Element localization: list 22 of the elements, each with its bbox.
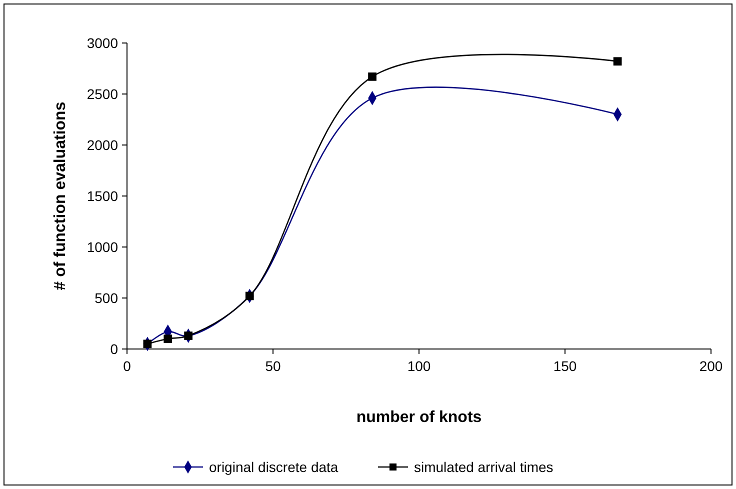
- y-tick-label: 500: [94, 290, 118, 306]
- point: [184, 332, 193, 340]
- x-tick-label: 200: [699, 358, 723, 374]
- y-tick-label: 2000: [86, 136, 118, 153]
- point: [368, 72, 376, 81]
- point: [143, 340, 152, 348]
- y-axis-title: # of function evaluations: [52, 102, 69, 290]
- point: [245, 292, 254, 300]
- x-tick-label: 0: [123, 358, 132, 374]
- legend-label: simulated arrival times: [414, 458, 554, 475]
- y-tick-label: 0: [110, 340, 118, 357]
- y-tick-label: 1500: [86, 188, 118, 204]
- legend-label: original discrete data: [209, 458, 338, 475]
- x-axis-title: number of knots: [356, 409, 482, 426]
- point: [164, 334, 172, 343]
- x-tick-label: 50: [265, 358, 281, 374]
- y-tick-label: 3000: [86, 34, 118, 51]
- x-tick-label: 100: [407, 358, 431, 374]
- point: [613, 57, 622, 66]
- x-tick-label: 150: [553, 358, 577, 374]
- y-tick-label: 1000: [86, 238, 118, 255]
- y-tick-label: 2500: [86, 86, 118, 102]
